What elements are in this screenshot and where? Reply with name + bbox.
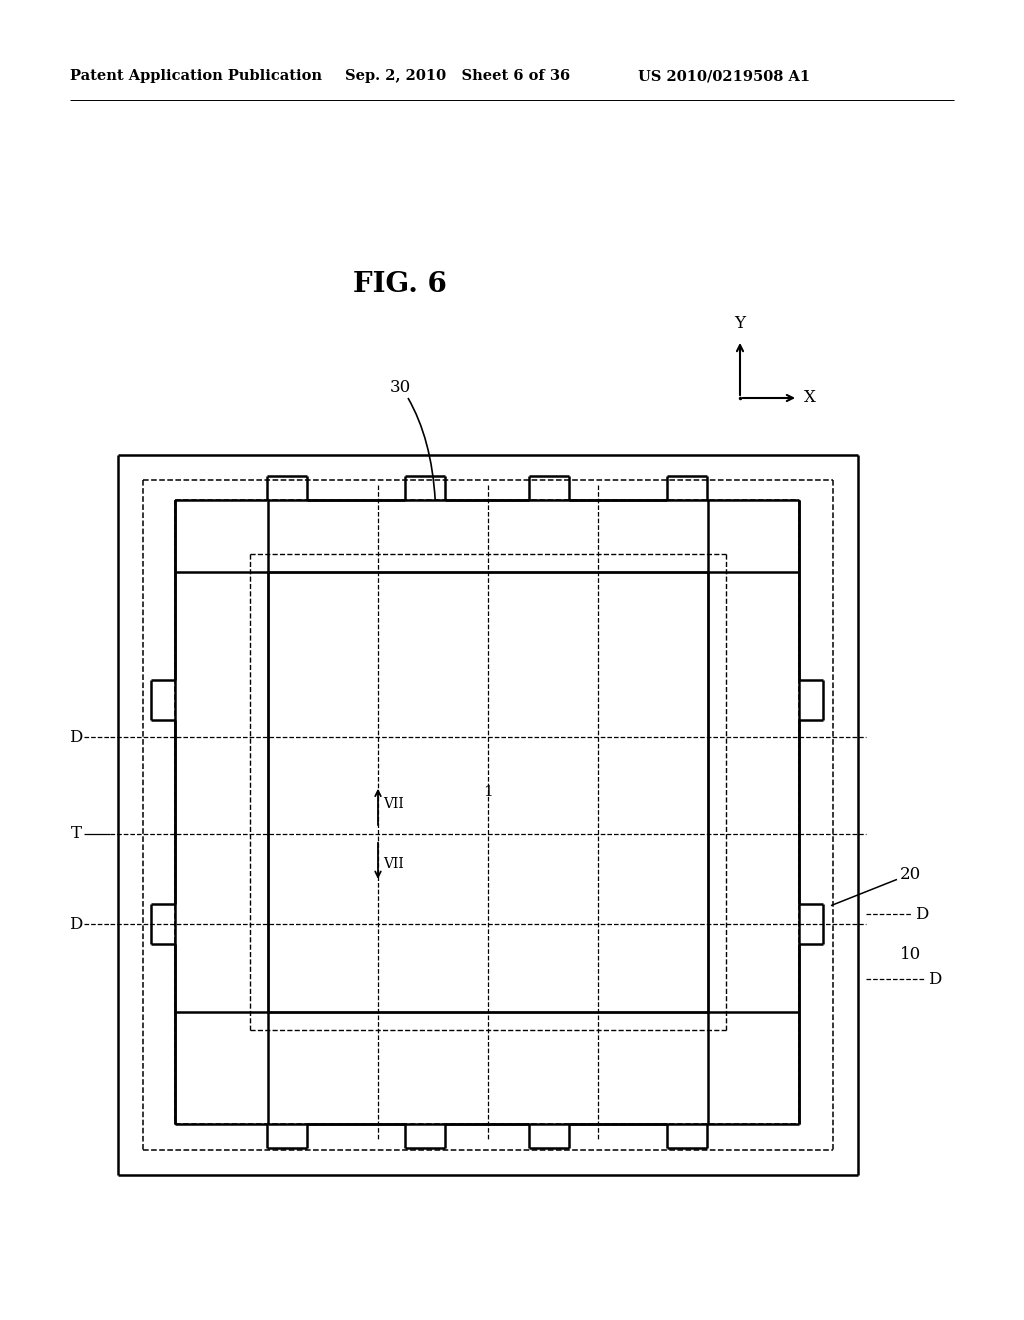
Text: 1: 1	[483, 785, 493, 799]
Text: 20: 20	[900, 866, 922, 883]
Text: D: D	[915, 906, 929, 923]
Text: D: D	[70, 729, 83, 746]
Text: 30: 30	[389, 380, 411, 396]
Text: T: T	[71, 825, 82, 842]
Text: VII: VII	[383, 857, 403, 871]
Text: 10: 10	[900, 946, 922, 962]
Text: Patent Application Publication: Patent Application Publication	[70, 69, 322, 83]
Text: D: D	[928, 970, 941, 987]
Text: Sep. 2, 2010   Sheet 6 of 36: Sep. 2, 2010 Sheet 6 of 36	[345, 69, 570, 83]
Text: Y: Y	[734, 315, 745, 333]
Text: FIG. 6: FIG. 6	[353, 272, 446, 298]
Text: VII: VII	[383, 797, 403, 810]
Text: X: X	[804, 389, 816, 407]
Text: D: D	[70, 916, 83, 933]
Text: US 2010/0219508 A1: US 2010/0219508 A1	[638, 69, 810, 83]
